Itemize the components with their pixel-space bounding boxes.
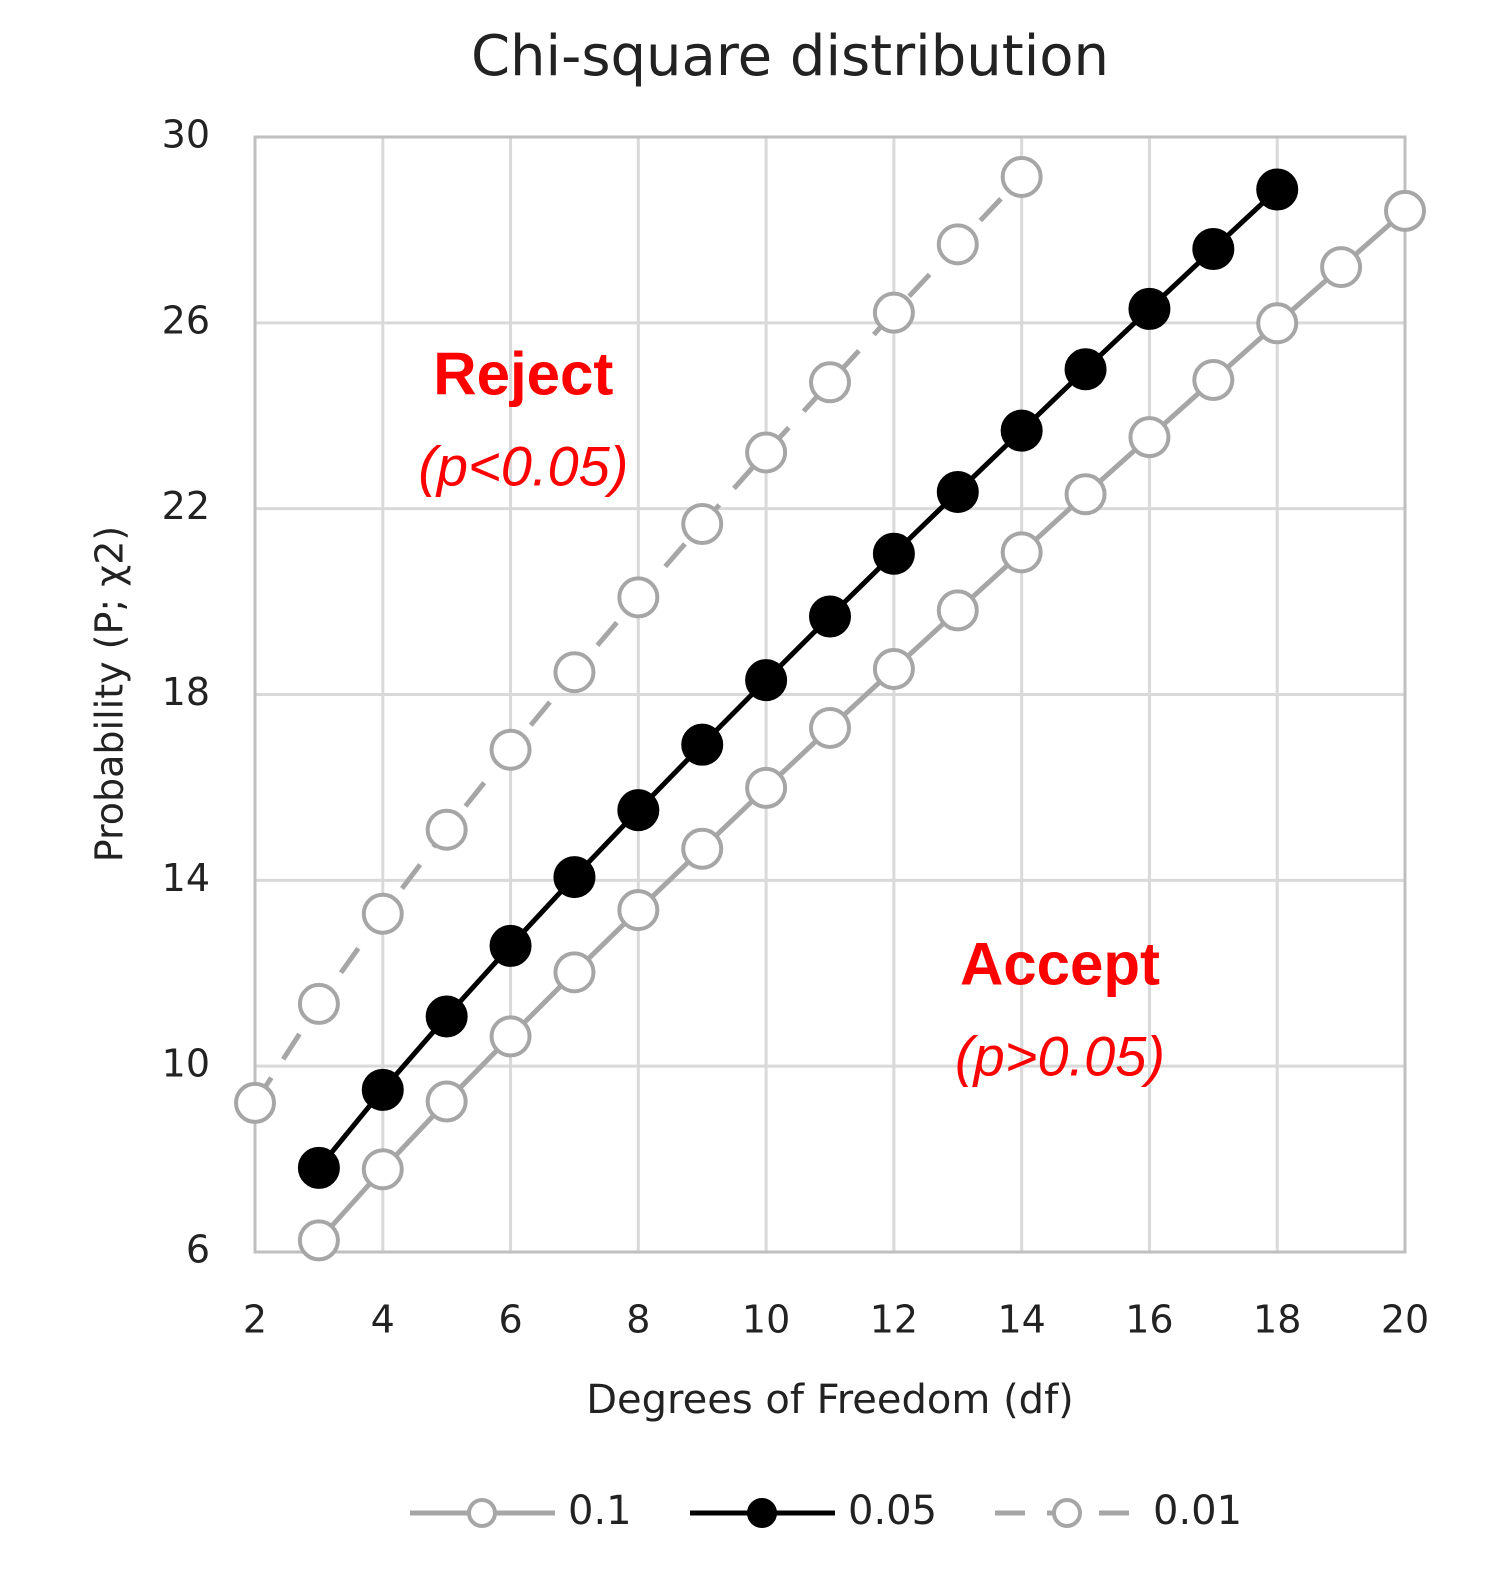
- data-point: [681, 827, 724, 870]
- series-line: [316, 187, 1279, 1170]
- y-tick-label: 14: [162, 856, 210, 900]
- data-point: [936, 470, 979, 513]
- data-point: [1256, 302, 1299, 345]
- x-tick-label: 16: [1125, 1298, 1173, 1342]
- x-axis-label: Degrees of Freedom (df): [586, 1377, 1074, 1423]
- data-point: [617, 789, 660, 832]
- x-tick-label: 4: [371, 1298, 395, 1342]
- data-point: [1320, 246, 1363, 289]
- data-point: [936, 223, 979, 266]
- legend-marker: [1052, 1498, 1082, 1528]
- x-tick-label: 14: [997, 1298, 1045, 1342]
- x-tick-label: 6: [498, 1298, 522, 1342]
- data-point: [872, 532, 915, 575]
- data-point: [1384, 189, 1426, 232]
- data-point: [1256, 168, 1299, 211]
- data-point: [489, 924, 532, 967]
- data-point: [489, 728, 532, 771]
- data-point: [745, 431, 788, 474]
- data-point: [361, 892, 404, 935]
- data-point: [1000, 531, 1043, 574]
- x-tick-label: 2: [243, 1298, 267, 1342]
- data-point: [872, 647, 915, 690]
- data-point: [553, 651, 596, 694]
- data-point: [553, 951, 596, 994]
- data-point: [681, 723, 724, 766]
- data-point: [553, 856, 596, 899]
- data-point: [234, 1081, 276, 1124]
- x-tick-label: 10: [742, 1298, 790, 1342]
- data-point: [1192, 358, 1235, 401]
- annotation-title: Reject: [433, 340, 613, 407]
- y-tick-label: 6: [186, 1228, 210, 1272]
- data-point: [809, 361, 851, 404]
- legend-label: 0.1: [568, 1488, 632, 1534]
- y-tick-label: 26: [162, 298, 210, 342]
- data-point: [809, 595, 851, 638]
- data-point: [297, 982, 340, 1025]
- data-point: [1128, 287, 1171, 330]
- data-point: [617, 889, 660, 932]
- data-point: [1064, 348, 1107, 391]
- data-point: [1192, 227, 1235, 270]
- legend-marker: [747, 1498, 777, 1528]
- data-point: [872, 291, 915, 334]
- data-point: [425, 808, 468, 851]
- data-point: [617, 576, 660, 619]
- data-point: [1000, 409, 1043, 452]
- data-point: [745, 659, 788, 702]
- data-point: [361, 1068, 404, 1111]
- x-tick-label: 20: [1381, 1298, 1429, 1342]
- data-point: [297, 1219, 340, 1262]
- plot-border: [253, 135, 1407, 1254]
- annotation-subtitle: (p<0.05): [418, 434, 628, 497]
- data-point: [745, 766, 788, 809]
- x-tick-label: 18: [1253, 1298, 1301, 1342]
- y-tick-label: 22: [162, 484, 210, 528]
- chart-title: Chi-square distribution: [471, 24, 1109, 89]
- data-point: [489, 1015, 532, 1058]
- y-tick-label: 10: [162, 1042, 210, 1086]
- data-point: [809, 706, 851, 749]
- y-tick-label: 30: [162, 113, 210, 157]
- annotation-title: Accept: [960, 930, 1160, 997]
- data-point: [425, 995, 468, 1038]
- data-point: [297, 1146, 340, 1189]
- y-axis-label: Probability (P; χ2): [88, 526, 132, 863]
- legend-marker: [467, 1498, 497, 1528]
- x-tick-label: 12: [870, 1298, 918, 1342]
- data-point: [361, 1148, 404, 1191]
- data-point: [425, 1080, 468, 1123]
- legend-label: 0.05: [848, 1488, 937, 1534]
- data-point: [1000, 155, 1043, 198]
- annotation-subtitle: (p>0.05): [955, 1024, 1165, 1087]
- data-point: [681, 502, 724, 545]
- data-point: [1128, 416, 1171, 459]
- y-tick-label: 18: [162, 670, 210, 714]
- data-point: [936, 589, 979, 632]
- data-point: [1064, 473, 1107, 516]
- x-tick-label: 8: [626, 1298, 650, 1342]
- legend-label: 0.01: [1153, 1488, 1242, 1534]
